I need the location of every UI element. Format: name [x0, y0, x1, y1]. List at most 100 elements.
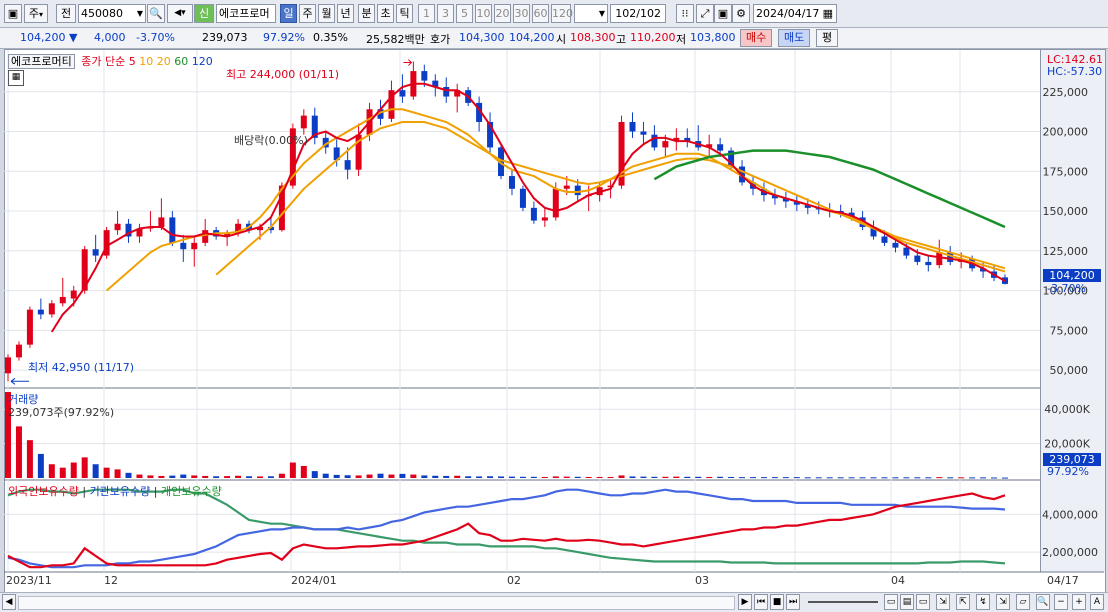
candle-body: [947, 252, 954, 262]
step-5[interactable]: 5: [456, 4, 473, 23]
tool-icon-4[interactable]: ⇲: [936, 594, 950, 610]
candle-body: [684, 137, 691, 142]
calendar-icon[interactable]: ▦: [822, 7, 833, 20]
zoom-slider[interactable]: [808, 601, 878, 603]
tab-month[interactable]: 월: [318, 4, 335, 23]
plus-icon[interactable]: +: [1072, 594, 1086, 610]
volume-bar: [574, 476, 581, 478]
volume-bar: [333, 474, 340, 478]
x-label-jan: 2024/01: [291, 574, 337, 587]
bottom-scrollbar[interactable]: ◀ ▶ ⏮ ■ ⏭ ▭ ▤ ▭ ⇲ ⇱ ↯ ⇲ ▱ 🔍 − + A: [0, 592, 1108, 612]
zoom-icon[interactable]: 🔍: [1036, 594, 1050, 610]
tab-year[interactable]: 년: [337, 4, 354, 23]
step-30[interactable]: 30: [513, 4, 530, 23]
scroll-right-arrow[interactable]: ▶: [738, 594, 752, 610]
custom-step-input[interactable]: ▼: [574, 4, 608, 23]
volume-bar: [5, 392, 11, 478]
volume-bar: [48, 464, 55, 478]
volume-bar: [596, 476, 603, 478]
candle-body: [421, 71, 428, 81]
volume-bar: [837, 477, 844, 479]
tool-icon-2[interactable]: ▤: [900, 594, 914, 610]
holdings-legend: 외국인보유수량 | 기관보유수량 | 개인보유수량: [8, 485, 222, 498]
volume-bar: [289, 462, 296, 478]
last-page-icon[interactable]: ⏭: [786, 594, 800, 610]
date-field[interactable]: 2024/04/17 ▦: [753, 4, 837, 23]
count-field[interactable]: 102/102: [610, 4, 666, 23]
tool-icon-5[interactable]: ⇱: [956, 594, 970, 610]
individual-legend: 개인보유수량: [161, 485, 222, 498]
ask-price: 104,300: [459, 31, 505, 44]
buy-button[interactable]: 매수: [740, 29, 773, 47]
volume-bar: [519, 476, 526, 478]
stop-icon[interactable]: ■: [770, 594, 784, 610]
step-120[interactable]: 120: [551, 4, 573, 23]
step-60[interactable]: 60: [532, 4, 549, 23]
tool-icon-8[interactable]: ▱: [1016, 594, 1030, 610]
candle-body: [70, 290, 77, 299]
stock-name-field[interactable]: 에코프로머: [216, 4, 276, 23]
volume-bar: [169, 475, 176, 478]
period-selector[interactable]: 주▾: [24, 4, 48, 23]
candle-body: [26, 309, 33, 345]
change-pct: -3.70%: [136, 31, 175, 44]
first-page-icon[interactable]: ⏮: [754, 594, 768, 610]
stock-title[interactable]: 에코프로머티: [8, 54, 75, 69]
price-change: 4,000: [94, 31, 126, 44]
dividend-note: 배당락(0.00%): [234, 134, 308, 147]
x-label-end: 04/17: [1047, 574, 1079, 587]
tab-second[interactable]: 초: [377, 4, 394, 23]
volume-bar: [158, 475, 165, 478]
lc-label: LC:142.61: [1047, 53, 1104, 66]
quote-label: 호가: [430, 33, 451, 46]
volume-title: 거래량: [8, 393, 39, 406]
prev-button[interactable]: 전: [56, 4, 76, 23]
candle-body: [563, 185, 570, 189]
candle-body: [892, 242, 899, 248]
save-icon[interactable]: ▣: [714, 4, 732, 23]
stock-code-input[interactable]: 450080 ▼: [78, 4, 146, 23]
eval-button[interactable]: 평: [816, 29, 839, 47]
scroll-left-arrow[interactable]: ◀: [2, 594, 16, 610]
volume-bar: [366, 474, 373, 478]
chart-area[interactable]: [4, 49, 1106, 596]
candle-body: [728, 150, 735, 167]
ma-20-label: 20: [156, 55, 171, 68]
volume-bar: [377, 473, 384, 478]
volume-bar: [980, 477, 987, 479]
step-10[interactable]: 10: [475, 4, 492, 23]
tool-icon-7[interactable]: ⇲: [996, 594, 1010, 610]
step-20[interactable]: 20: [494, 4, 511, 23]
layout-icon[interactable]: ▣: [4, 4, 22, 23]
settings-icon[interactable]: ⚙: [732, 4, 750, 23]
candle-body: [870, 226, 877, 237]
tab-tick[interactable]: 틱: [396, 4, 413, 23]
minus-icon[interactable]: −: [1054, 594, 1068, 610]
tab-day[interactable]: 일: [280, 4, 297, 23]
volume-bar: [81, 457, 88, 478]
step-1[interactable]: 1: [418, 4, 435, 23]
tab-week[interactable]: 주: [299, 4, 316, 23]
tool-icon-6[interactable]: ↯: [976, 594, 990, 610]
tab-minute[interactable]: 분: [358, 4, 375, 23]
volume-bar: [684, 476, 691, 478]
scroll-track[interactable]: [18, 596, 735, 610]
volume-bar: [224, 476, 231, 478]
price-text: 104,200: [20, 31, 66, 44]
volume-bar: [881, 477, 888, 479]
tool-icon-1[interactable]: ▭: [884, 594, 898, 610]
sell-button[interactable]: 매도: [778, 29, 811, 47]
step-3[interactable]: 3: [437, 4, 454, 23]
low-note: 최저 42,950 (11/17): [28, 361, 135, 374]
speaker-icon[interactable]: ◀▾: [167, 4, 193, 23]
text-tool-icon[interactable]: A: [1090, 594, 1104, 610]
candle-body: [81, 249, 88, 291]
new-badge: 신: [194, 4, 214, 23]
search-icon[interactable]: 🔍: [147, 4, 165, 23]
ma10-line: [105, 108, 1006, 292]
table-icon[interactable]: ▦: [8, 70, 24, 86]
crosshair-icon[interactable]: ⤢: [696, 4, 714, 23]
grid-icon[interactable]: ⁝⁝: [676, 4, 694, 23]
tool-icon-3[interactable]: ▭: [916, 594, 930, 610]
